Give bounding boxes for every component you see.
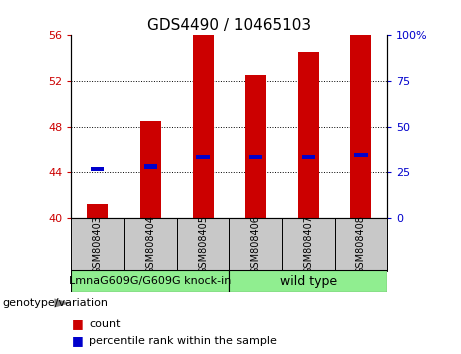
Title: GDS4490 / 10465103: GDS4490 / 10465103 — [147, 18, 312, 33]
Bar — [245, 75, 266, 218]
Text: count: count — [89, 319, 120, 329]
Bar — [193, 35, 213, 218]
Text: ■: ■ — [71, 318, 83, 330]
Bar — [196, 155, 210, 160]
Bar — [355, 153, 367, 157]
Text: GSM808406: GSM808406 — [251, 215, 260, 274]
Bar — [124, 218, 177, 271]
Bar — [350, 35, 372, 218]
Bar — [229, 270, 387, 292]
Bar — [229, 218, 282, 271]
Text: genotype/variation: genotype/variation — [2, 298, 108, 308]
Bar — [71, 218, 124, 271]
Bar — [71, 270, 230, 292]
Bar — [140, 121, 161, 218]
Text: GSM808403: GSM808403 — [93, 215, 103, 274]
Polygon shape — [54, 298, 71, 308]
Bar — [282, 218, 335, 271]
Text: GSM808408: GSM808408 — [356, 215, 366, 274]
Bar — [91, 166, 104, 171]
Text: wild type: wild type — [280, 275, 337, 287]
Bar — [249, 155, 262, 160]
Bar — [87, 204, 108, 218]
Text: GSM808404: GSM808404 — [145, 215, 155, 274]
Text: LmnaG609G/G609G knock-in: LmnaG609G/G609G knock-in — [69, 276, 231, 286]
Text: GSM808407: GSM808407 — [303, 215, 313, 274]
Text: ■: ■ — [71, 334, 83, 347]
Bar — [298, 52, 319, 218]
Bar — [335, 218, 387, 271]
Bar — [144, 164, 157, 169]
Bar — [177, 218, 229, 271]
Text: percentile rank within the sample: percentile rank within the sample — [89, 336, 277, 346]
Text: GSM808405: GSM808405 — [198, 215, 208, 274]
Bar — [301, 155, 315, 160]
